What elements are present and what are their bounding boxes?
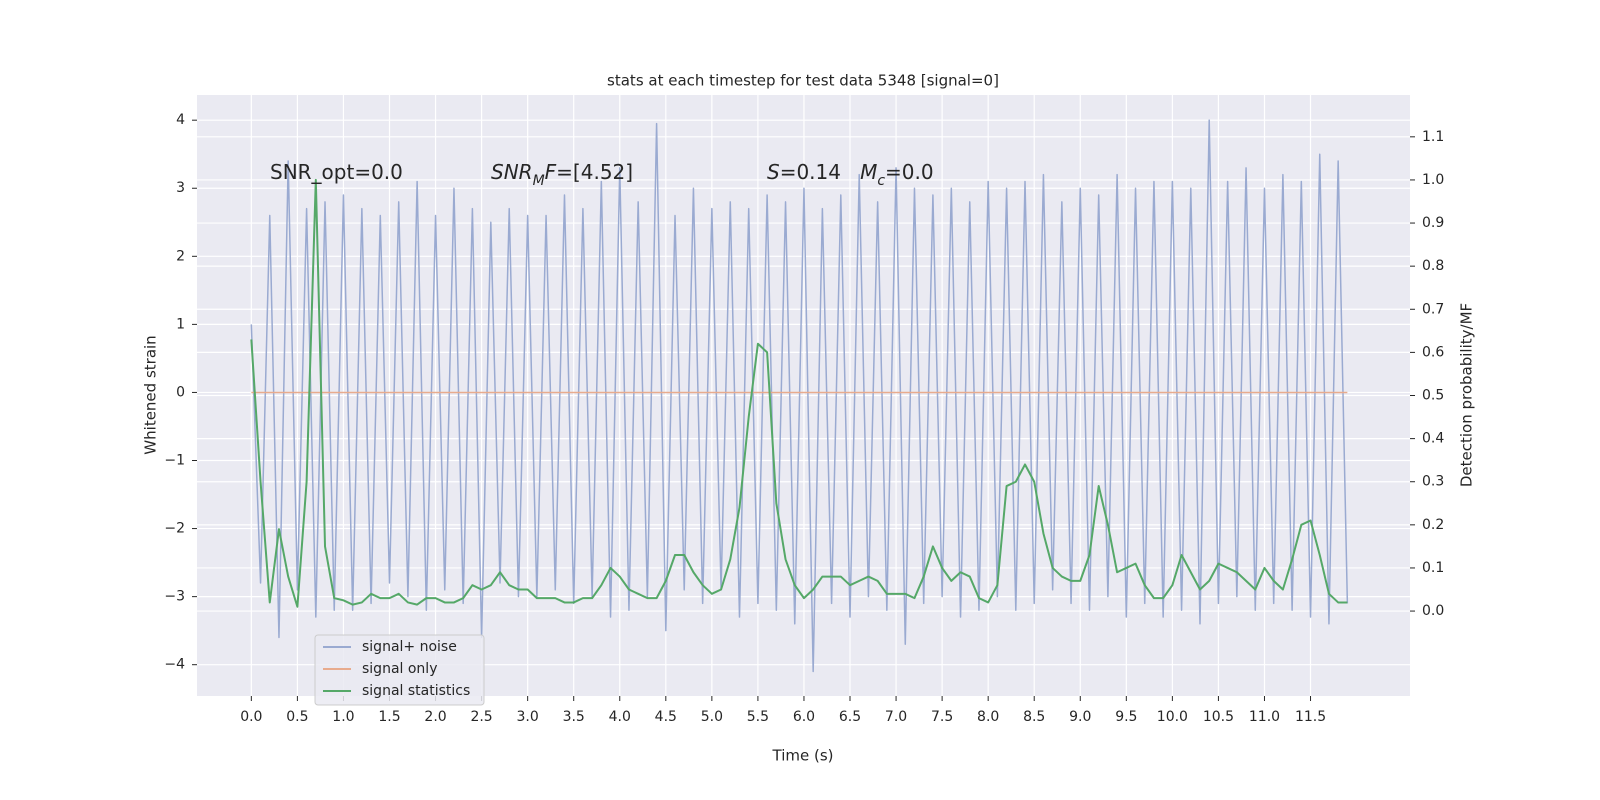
x-tick-label: 1.5 — [378, 709, 400, 725]
y2-tick-label: 0.3 — [1422, 474, 1444, 490]
series-line — [250, 178, 1348, 608]
legend-label: signal statistics — [362, 683, 470, 699]
x-tick-label: 3.0 — [517, 709, 539, 725]
x-tick-label: 10.5 — [1203, 709, 1234, 725]
x-tick-label: 8.5 — [1023, 709, 1045, 725]
y-tick-label: −2 — [164, 521, 185, 537]
x-tick-label: 5.5 — [747, 709, 769, 725]
y2-tick-label: 0.0 — [1422, 603, 1444, 619]
x-tick-label: 10.0 — [1157, 709, 1188, 725]
y-tick-label: −4 — [164, 657, 185, 673]
x-tick-label: 2.0 — [424, 709, 446, 725]
y2-axis-label: Detection probability/MF — [1458, 303, 1476, 487]
y2-tick-label: 0.9 — [1422, 215, 1444, 231]
x-tick-label: 6.5 — [839, 709, 861, 725]
x-tick-label: 8.0 — [977, 709, 999, 725]
annotation-part: =0.0 — [885, 160, 934, 184]
x-tick-label: 7.0 — [885, 709, 907, 725]
x-tick-label: 3.5 — [563, 709, 585, 725]
x-tick-label: 9.5 — [1115, 709, 1137, 725]
x-tick-label: 6.0 — [793, 709, 815, 725]
y2-tick-label: 0.2 — [1422, 517, 1444, 533]
annotation: S=0.14 Mc=0.0 — [767, 160, 934, 190]
annotation-part: M — [533, 173, 545, 189]
y-tick-label: −3 — [164, 589, 185, 605]
x-tick-label: 1.0 — [332, 709, 354, 725]
x-tick-label: 7.5 — [931, 709, 953, 725]
x-tick-label: 0.5 — [286, 709, 308, 725]
annotation-part: c — [877, 173, 885, 189]
y-tick-label: 4 — [176, 112, 185, 128]
x-tick-label: 11.5 — [1295, 709, 1326, 725]
annotation-part: M — [860, 160, 877, 184]
y2-tick-label: 0.6 — [1422, 344, 1444, 360]
annotation-part: =[4.52] — [556, 160, 633, 184]
y-tick-label: −1 — [164, 453, 185, 469]
y-axis-label: Whitened strain — [142, 335, 160, 454]
y2-tick-label: 1.0 — [1422, 172, 1444, 188]
annotation-part: SNR_opt=0.0 — [270, 160, 403, 184]
x-tick-label: 11.0 — [1249, 709, 1280, 725]
annotation-part: S — [767, 160, 780, 184]
y2-tick-label: 0.8 — [1422, 258, 1444, 274]
annotation: SNRMF=[4.52] — [491, 160, 633, 190]
x-tick-label: 2.5 — [470, 709, 492, 725]
y-tick-label: 1 — [176, 316, 185, 332]
x-axis-label: Time (s) — [772, 747, 834, 765]
y2-tick-label: 0.7 — [1422, 301, 1444, 317]
legend-box — [314, 634, 485, 706]
chart-title: stats at each timestep for test data 534… — [607, 72, 999, 90]
x-tick-label: 4.5 — [655, 709, 677, 725]
y2-tick-label: 0.1 — [1422, 560, 1444, 576]
series-line — [250, 119, 1349, 673]
x-tick-label: 5.0 — [701, 709, 723, 725]
x-tick-label: 4.0 — [609, 709, 631, 725]
annotation: SNR_opt=0.0 — [270, 160, 403, 184]
y2-tick-label: 0.5 — [1422, 388, 1444, 404]
legend-label: signal only — [362, 661, 437, 677]
y2-tick-label: 0.4 — [1422, 431, 1444, 447]
y-tick-label: 3 — [176, 180, 185, 196]
annotation-part: =0.14 — [780, 160, 860, 184]
y-tick-label: 2 — [176, 248, 185, 264]
legend-label: signal+ noise — [362, 639, 457, 655]
y-tick-label: 0 — [176, 384, 185, 400]
annotation-part: SNR — [491, 160, 533, 184]
x-tick-label: 0.0 — [240, 709, 262, 725]
x-tick-label: 9.0 — [1069, 709, 1091, 725]
y2-tick-label: 1.1 — [1422, 129, 1444, 145]
annotation-part: F — [545, 160, 557, 184]
